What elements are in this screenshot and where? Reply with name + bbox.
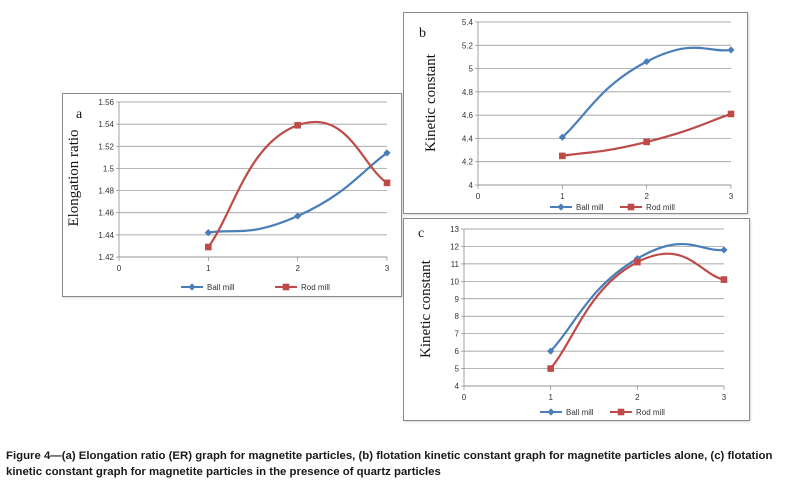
rod-mill-point — [294, 121, 301, 129]
y-tick-label: 9 — [455, 295, 460, 304]
rod-mill-point — [205, 243, 212, 251]
figure-caption: Figure 4—(a) Elongation ratio (ER) graph… — [6, 450, 773, 478]
rod-mill-point — [383, 179, 391, 187]
legend-label: Ball mill — [576, 203, 604, 212]
y-axis-label: Kinetic constant — [423, 53, 439, 152]
y-tick-label: 1.46 — [98, 209, 114, 218]
x-tick-label: 1 — [560, 192, 565, 201]
legend-marker — [627, 203, 635, 211]
x-tick-label: 2 — [644, 192, 649, 201]
y-tick-label: 4.8 — [462, 88, 474, 97]
y-tick-label: 1.54 — [98, 120, 114, 129]
y-tick-label: 1.52 — [98, 142, 114, 151]
legend-label: Ball mill — [207, 283, 235, 292]
y-tick-label: 5 — [469, 65, 474, 74]
x-tick-label: 3 — [729, 192, 734, 201]
y-axis-label: Elongation ratio — [66, 129, 82, 226]
y-tick-label: 7 — [455, 330, 460, 339]
x-tick-label: 2 — [635, 393, 640, 402]
y-tick-label: 4.2 — [462, 158, 474, 167]
x-tick-label: 3 — [722, 393, 727, 402]
legend-marker — [617, 408, 625, 416]
x-tick-label: 3 — [385, 264, 390, 273]
y-tick-label: 4 — [469, 181, 474, 190]
y-tick-label: 4.4 — [462, 134, 474, 143]
x-tick-label: 1 — [206, 264, 211, 273]
rod-mill-point — [720, 276, 728, 283]
ball-mill-point — [383, 149, 391, 157]
y-tick-label: 5.2 — [462, 41, 474, 50]
legend-label: Rod mill — [636, 408, 665, 417]
chart-panel-a: 1.42 1.44 1.46 1.48 1.5 1.52 1.54 1.56 0 1 2 3 Ball … — [62, 93, 402, 297]
x-tick-label: 0 — [462, 393, 467, 402]
y-tick-label: 5.4 — [462, 18, 474, 27]
panel-label: a — [76, 107, 83, 122]
rod-mill-point — [634, 258, 641, 266]
x-tick-label: 1 — [548, 393, 553, 402]
legend-label: Ball mill — [566, 408, 594, 417]
x-tick-label: 2 — [295, 264, 300, 273]
panel-label: b — [419, 26, 426, 41]
y-tick-label: 1.48 — [98, 187, 114, 196]
ball-mill-point — [294, 212, 302, 220]
y-axis-label: Kinetic constant — [418, 259, 434, 358]
ball-mill-line — [208, 152, 388, 234]
y-tick-label: 13 — [450, 225, 459, 234]
kinetic-constant-chart-b: 4 4.2 4.4 4.6 4.8 5 5.2 5.4 0 1 2 3 Ball mill Rod mil… — [419, 18, 735, 212]
y-tick-label: 1.5 — [103, 164, 115, 173]
ball-mill-point — [720, 246, 728, 254]
ball-mill-point — [727, 46, 735, 54]
rod-mill-point — [727, 110, 735, 118]
y-tick-label: 12 — [450, 242, 459, 251]
y-tick-label: 11 — [451, 260, 460, 269]
elongation-ratio-chart: 1.42 1.44 1.46 1.48 1.5 1.52 1.54 1.56 0 1 2 3 Ball … — [66, 98, 391, 292]
y-tick-label: 4.6 — [462, 111, 474, 120]
y-tick-label: 8 — [455, 312, 460, 321]
y-tick-label: 5 — [455, 365, 460, 374]
ball-mill-point — [204, 229, 212, 237]
chart-panel-b: 4 4.2 4.4 4.6 4.8 5 5.2 5.4 0 1 2 3 Ball mill Rod mil… — [403, 12, 748, 214]
panel-label: c — [418, 226, 424, 241]
y-tick-label: 1.44 — [98, 231, 114, 240]
rod-mill-line — [562, 112, 732, 157]
legend-marker — [282, 283, 290, 291]
y-tick-label: 1.56 — [98, 98, 114, 107]
x-tick-label: 0 — [117, 264, 122, 273]
y-tick-label: 10 — [450, 277, 459, 286]
legend-marker — [188, 283, 196, 291]
legend-marker — [547, 408, 555, 416]
rod-mill-point — [559, 152, 566, 160]
legend-label: Rod mill — [301, 283, 330, 292]
rod-mill-point — [547, 365, 554, 372]
chart-panel-c: 4 5 6 7 8 9 10 11 12 13 0 1 2 3 Ball mill Rod mill c Kine… — [403, 218, 750, 421]
y-tick-label: 6 — [455, 347, 460, 356]
y-tick-label: 4 — [455, 382, 460, 391]
y-tick-label: 1.42 — [98, 253, 114, 262]
x-tick-label: 0 — [476, 192, 481, 201]
rod-mill-line — [207, 120, 388, 248]
legend-marker — [557, 203, 565, 211]
legend-label: Rod mill — [646, 203, 675, 212]
rod-mill-point — [643, 138, 650, 146]
